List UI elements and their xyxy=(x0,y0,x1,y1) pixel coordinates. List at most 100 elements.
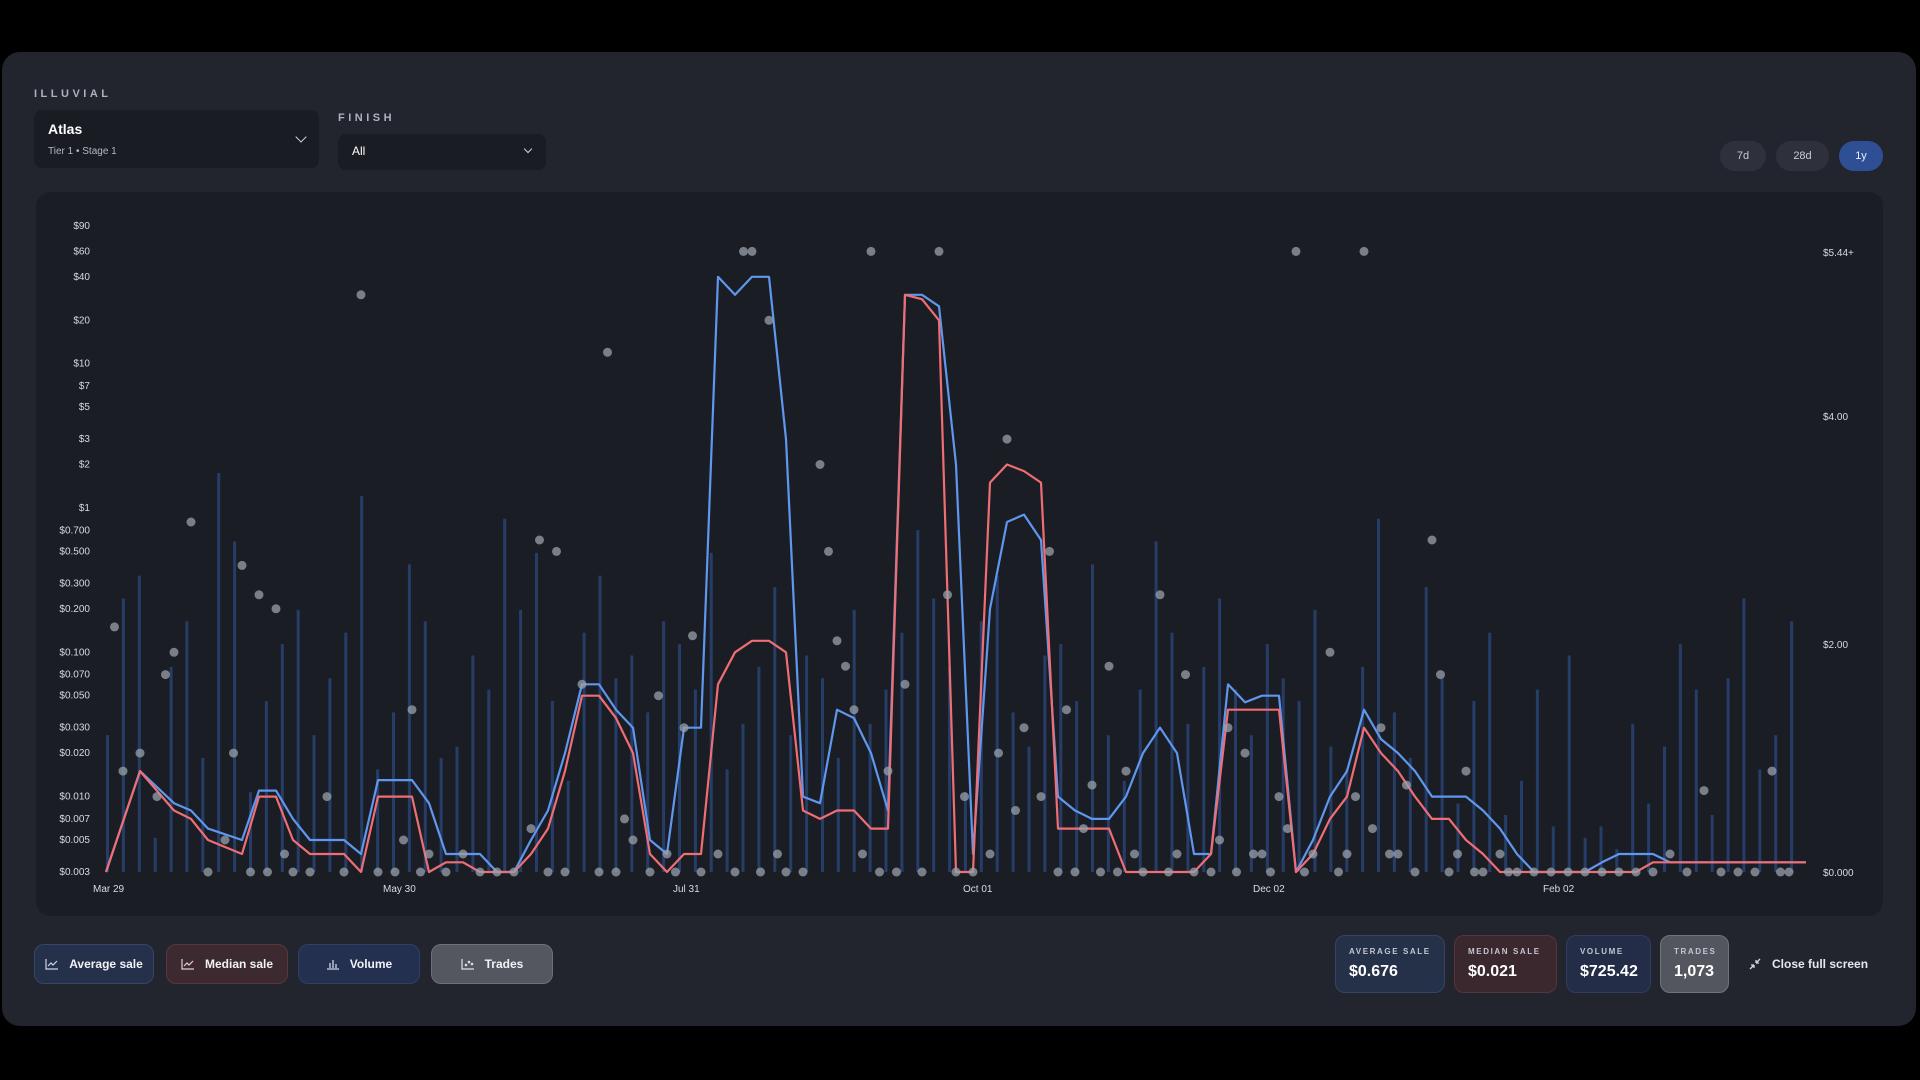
trade-point xyxy=(739,246,748,256)
trade-point xyxy=(254,590,264,600)
volume-bar xyxy=(1122,780,1126,872)
trade-point xyxy=(1716,867,1726,877)
trade-point xyxy=(858,849,867,859)
trade-point xyxy=(985,849,995,859)
volume-bar xyxy=(709,552,713,872)
volume-bar xyxy=(1249,735,1253,872)
trade-point xyxy=(883,766,893,776)
y-left-tick-label: $0.300 xyxy=(59,578,90,589)
legend-trades-button[interactable]: Trades xyxy=(431,944,553,984)
range-28d-button[interactable]: 28d xyxy=(1776,141,1829,171)
illuvial-label: ILLUVIAL xyxy=(34,88,112,100)
y-left-tick-label: $0.007 xyxy=(59,814,90,825)
trade-point xyxy=(968,867,978,877)
legend-median-sale-button[interactable]: Median sale xyxy=(166,944,288,984)
volume-bar xyxy=(423,621,427,872)
legend-volume-button[interactable]: Volume xyxy=(298,944,420,984)
trade-point xyxy=(688,631,697,641)
trade-point xyxy=(390,867,400,877)
trade-point xyxy=(1070,867,1080,877)
trade-point xyxy=(611,867,621,877)
y-left-tick-label: $3 xyxy=(79,434,91,445)
y-left-tick-label: $7 xyxy=(79,381,91,392)
y-left-tick-label: $60 xyxy=(73,246,90,257)
trade-point xyxy=(815,460,825,469)
volume-bar xyxy=(1583,837,1587,872)
trade-point xyxy=(866,246,876,256)
volume-bar xyxy=(1408,758,1412,872)
illuvial-select[interactable]: Atlas Tier 1 • Stage 1 xyxy=(34,110,319,168)
y-left-tick-label: $0.030 xyxy=(59,723,90,734)
volume-bar xyxy=(1663,746,1666,872)
trade-point xyxy=(1079,824,1088,834)
volume-bar xyxy=(852,609,856,872)
trade-point xyxy=(747,246,757,256)
trade-point xyxy=(1546,867,1556,877)
trade-point xyxy=(1427,535,1437,545)
volume-bar xyxy=(1345,769,1349,872)
finish-label: FINISH xyxy=(338,112,396,124)
trade-point xyxy=(1453,849,1462,859)
trade-point xyxy=(1776,867,1785,877)
volume-bar xyxy=(121,598,125,872)
volume-bar xyxy=(1186,723,1190,872)
trade-point xyxy=(1597,867,1607,877)
stat-trades: TRADES 1,073 xyxy=(1660,935,1729,993)
stat-trades-value: 1,073 xyxy=(1674,963,1715,980)
volume-bar xyxy=(1297,701,1301,872)
x-axis: Mar 29 May 30 Jul 31 Oct 01 Dec 02 Feb 02 xyxy=(93,884,1575,895)
volume-bar xyxy=(137,575,141,872)
y-left-tick-label: $0.005 xyxy=(59,835,90,846)
trade-point xyxy=(407,705,417,715)
trade-point xyxy=(1699,786,1709,796)
y-left-tick-label: $0.050 xyxy=(59,691,90,702)
trade-point xyxy=(373,867,383,877)
finish-select[interactable]: All xyxy=(338,134,546,170)
chevron-down-icon xyxy=(523,144,533,154)
trade-point xyxy=(1036,792,1046,802)
trade-point xyxy=(679,723,689,733)
y-left-tick-label: $2 xyxy=(79,460,91,471)
volume-bar xyxy=(757,666,761,872)
trade-point xyxy=(1130,849,1139,859)
close-full-screen-button[interactable]: Close full screen xyxy=(1748,944,1868,984)
trade-point xyxy=(1529,867,1539,877)
trade-point xyxy=(1189,867,1199,877)
trade-point xyxy=(781,867,791,877)
legend-median-sale-label: Median sale xyxy=(204,957,274,971)
trade-point xyxy=(1274,792,1284,802)
trade-point xyxy=(246,867,255,877)
volume-bar xyxy=(932,598,936,872)
trade-point xyxy=(892,867,901,877)
volume-bar xyxy=(1265,644,1269,872)
trade-point xyxy=(917,867,927,877)
volume-bar xyxy=(948,666,952,872)
volume-bar xyxy=(1329,746,1333,872)
price-chart[interactable]: $90 $60 $40 $20 $10 $7 $5 $3 $2 $1 $0.700 $0.500 $0.… xyxy=(36,192,1883,916)
trade-point xyxy=(1393,849,1403,859)
volume-bar xyxy=(1075,701,1079,872)
volume-bar xyxy=(693,689,697,872)
volume-bar xyxy=(376,769,380,872)
volume-bar xyxy=(741,723,745,872)
trade-point xyxy=(1283,824,1292,834)
trade-point xyxy=(620,814,629,824)
volume-bar xyxy=(1694,689,1698,872)
legend-average-sale-button[interactable]: Average sale xyxy=(34,944,154,984)
stat-trades-label: TRADES xyxy=(1674,947,1717,956)
volume-bar xyxy=(1313,609,1317,872)
volume-bar xyxy=(963,792,967,872)
volume-bar xyxy=(805,655,809,872)
trade-point xyxy=(1784,867,1794,877)
trade-point xyxy=(263,867,272,877)
trade-point xyxy=(773,849,782,859)
volume-bar xyxy=(1535,689,1539,872)
volume-bar xyxy=(233,541,237,872)
volume-bar xyxy=(1742,598,1746,872)
volume-bar xyxy=(312,735,316,872)
trade-point xyxy=(1580,867,1590,877)
range-7d-button[interactable]: 7d xyxy=(1720,141,1766,171)
range-1y-button[interactable]: 1y xyxy=(1839,141,1883,171)
trade-point xyxy=(577,679,587,689)
trade-point xyxy=(1614,867,1624,877)
